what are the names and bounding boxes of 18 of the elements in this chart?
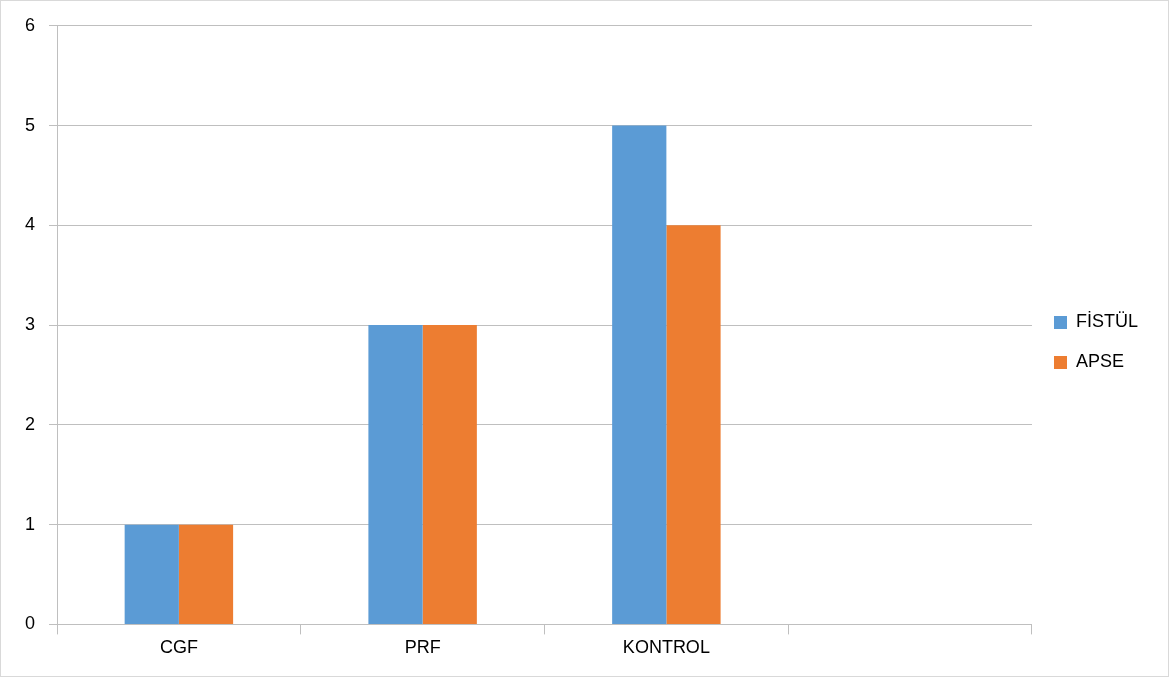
legend-label: FİSTÜL <box>1075 311 1139 332</box>
x-tick-label: KONTROL <box>622 637 710 658</box>
legend-label: APSE <box>1075 351 1125 372</box>
bar <box>612 125 667 624</box>
bar <box>666 225 721 624</box>
bar <box>124 524 179 624</box>
x-tick-label: PRF <box>404 637 441 658</box>
bar <box>178 524 234 624</box>
y-tick-label: 6 <box>25 14 36 35</box>
y-tick-label: 3 <box>25 314 36 335</box>
y-tick-label: 2 <box>25 413 36 434</box>
y-tick-label: 0 <box>25 613 36 634</box>
x-tick-label: CGF <box>159 637 198 658</box>
bar <box>368 325 423 624</box>
bar <box>422 325 477 624</box>
y-tick-label: 1 <box>25 513 36 534</box>
y-tick-label: 4 <box>25 214 36 235</box>
y-tick-label: 5 <box>25 114 36 135</box>
